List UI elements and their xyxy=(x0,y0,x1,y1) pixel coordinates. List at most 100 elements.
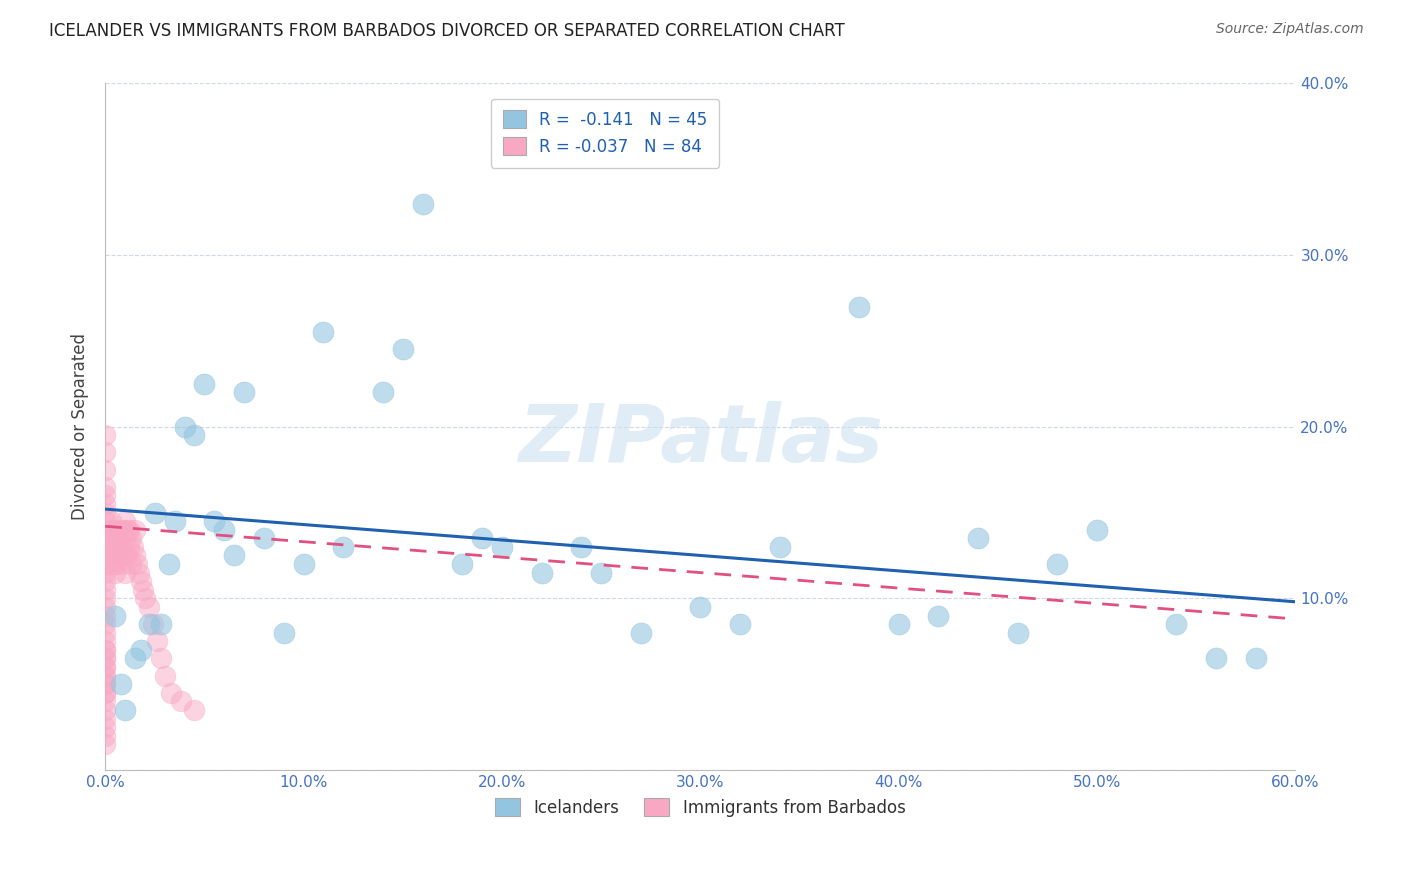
Point xyxy=(94,660,117,674)
Point xyxy=(104,540,127,554)
Point xyxy=(104,557,127,571)
Point xyxy=(728,617,751,632)
Point xyxy=(124,523,146,537)
Point xyxy=(332,540,354,554)
Point xyxy=(94,660,117,674)
Point xyxy=(491,540,513,554)
Point xyxy=(101,549,124,563)
Point xyxy=(120,557,142,571)
Point xyxy=(108,549,131,563)
Point xyxy=(105,523,128,537)
Point xyxy=(146,634,169,648)
Point xyxy=(94,651,117,665)
Point xyxy=(94,540,117,554)
Point xyxy=(132,582,155,597)
Point xyxy=(129,643,152,657)
Point xyxy=(94,634,117,648)
Point xyxy=(94,711,117,725)
Point xyxy=(115,549,138,563)
Y-axis label: Divorced or Separated: Divorced or Separated xyxy=(72,334,89,520)
Point xyxy=(120,531,142,545)
Point xyxy=(471,531,494,545)
Point xyxy=(94,677,117,691)
Point xyxy=(104,608,127,623)
Point xyxy=(108,531,131,545)
Point xyxy=(94,668,117,682)
Point xyxy=(591,566,613,580)
Point xyxy=(202,514,225,528)
Point xyxy=(104,531,127,545)
Point xyxy=(371,385,394,400)
Point xyxy=(129,574,152,589)
Point xyxy=(112,549,135,563)
Point xyxy=(94,668,117,682)
Point xyxy=(273,625,295,640)
Point xyxy=(94,599,117,614)
Point xyxy=(94,428,117,442)
Point xyxy=(94,557,117,571)
Point xyxy=(134,591,156,606)
Point xyxy=(124,549,146,563)
Point xyxy=(94,523,117,537)
Point xyxy=(94,497,117,511)
Point xyxy=(94,488,117,502)
Point xyxy=(124,651,146,665)
Point xyxy=(110,557,132,571)
Point xyxy=(193,376,215,391)
Point xyxy=(94,737,117,751)
Point xyxy=(94,566,117,580)
Point xyxy=(183,428,205,442)
Point xyxy=(887,617,910,632)
Text: ZIPatlas: ZIPatlas xyxy=(517,401,883,480)
Point xyxy=(224,549,246,563)
Point xyxy=(1166,617,1188,632)
Point xyxy=(118,540,141,554)
Point xyxy=(94,677,117,691)
Point xyxy=(94,694,117,708)
Point xyxy=(110,677,132,691)
Point xyxy=(94,549,117,563)
Point xyxy=(94,651,117,665)
Point xyxy=(94,506,117,520)
Point xyxy=(94,582,117,597)
Point xyxy=(1046,557,1069,571)
Point xyxy=(689,599,711,614)
Point xyxy=(769,540,792,554)
Text: ICELANDER VS IMMIGRANTS FROM BARBADOS DIVORCED OR SEPARATED CORRELATION CHART: ICELANDER VS IMMIGRANTS FROM BARBADOS DI… xyxy=(49,22,845,40)
Point xyxy=(927,608,949,623)
Point xyxy=(118,523,141,537)
Point xyxy=(114,703,136,717)
Point xyxy=(169,694,191,708)
Point xyxy=(94,617,117,632)
Point xyxy=(412,196,434,211)
Point xyxy=(94,703,117,717)
Point xyxy=(183,703,205,717)
Point xyxy=(105,531,128,545)
Point xyxy=(233,385,256,400)
Point xyxy=(94,643,117,657)
Point xyxy=(114,566,136,580)
Point xyxy=(142,617,165,632)
Point xyxy=(143,506,166,520)
Point xyxy=(94,686,117,700)
Point xyxy=(114,549,136,563)
Point xyxy=(94,514,117,528)
Point xyxy=(104,566,127,580)
Point xyxy=(94,531,117,545)
Point xyxy=(110,523,132,537)
Point xyxy=(212,523,235,537)
Point xyxy=(138,599,160,614)
Point xyxy=(94,480,117,494)
Point xyxy=(101,523,124,537)
Point xyxy=(153,668,176,682)
Point xyxy=(159,686,181,700)
Point xyxy=(292,557,315,571)
Point xyxy=(94,729,117,743)
Point xyxy=(1244,651,1267,665)
Text: Source: ZipAtlas.com: Source: ZipAtlas.com xyxy=(1216,22,1364,37)
Point xyxy=(114,514,136,528)
Point xyxy=(173,419,195,434)
Point xyxy=(94,462,117,476)
Point xyxy=(94,625,117,640)
Point xyxy=(312,326,335,340)
